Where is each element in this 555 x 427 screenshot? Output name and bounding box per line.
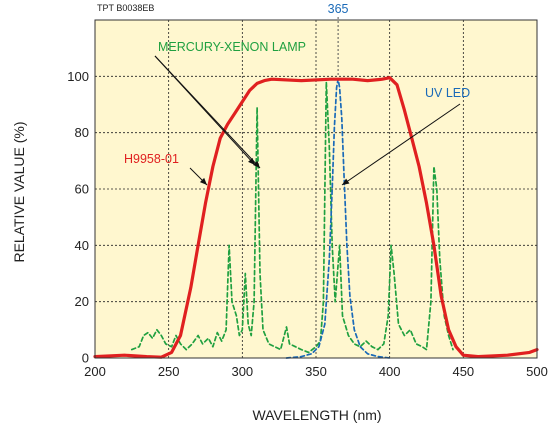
x-tick-label: 500 <box>526 364 548 379</box>
series-line-h9958-01 <box>93 76 539 359</box>
y-tick-label: 40 <box>75 238 89 253</box>
y-tick-label: 0 <box>82 351 89 366</box>
annotation-mercury-xenon-lamp: MERCURY-XENON LAMP <box>158 40 306 54</box>
figure-code: TPT B0038EB <box>97 3 154 13</box>
x-tick-label: 450 <box>452 364 474 379</box>
annotation-layer: MERCURY-XENON LAMP UV LED H9958-01 <box>124 40 470 186</box>
plot-frame <box>94 19 538 359</box>
series-layer <box>93 76 539 359</box>
series-line-mercury-xenon-lamp <box>130 81 454 354</box>
annotation-mercury-xenon-lamp-leader <box>154 55 261 169</box>
x-tick-label: 350 <box>305 364 327 379</box>
annotation-mercury-xenon-lamp-arrowhead <box>248 157 255 165</box>
annotation-uv-led-leader <box>341 103 461 186</box>
x-tick-label: 200 <box>84 364 106 379</box>
series-line-uv-led <box>285 78 391 359</box>
y-tick-label: 100 <box>67 69 89 84</box>
ticks: 200 250 300 350 400 450 500 0 20 40 60 80 100 <box>67 69 548 379</box>
annotation-mercury-xenon-lamp-arrowhead <box>253 160 260 168</box>
y-tick-label: 20 <box>75 294 89 309</box>
y-tick-label: 80 <box>75 125 89 140</box>
x-tick-label: 400 <box>379 364 401 379</box>
annotation-h9958-01: H9958-01 <box>124 152 179 166</box>
annotation-uv-led: UV LED <box>425 86 470 100</box>
marker-365-label: 365 <box>328 2 349 16</box>
x-axis-title: WAVELENGTH (nm) <box>252 407 381 423</box>
x-tick-label: 300 <box>231 364 253 379</box>
y-axis-title: RELATIVE VALUE (%) <box>11 121 27 262</box>
y-tick-label: 60 <box>75 182 89 197</box>
annotation-uv-led-arrowhead <box>342 178 350 185</box>
x-tick-label: 250 <box>158 364 180 379</box>
grid <box>95 20 537 358</box>
annotation-h9958-01-arrowhead <box>199 177 207 185</box>
